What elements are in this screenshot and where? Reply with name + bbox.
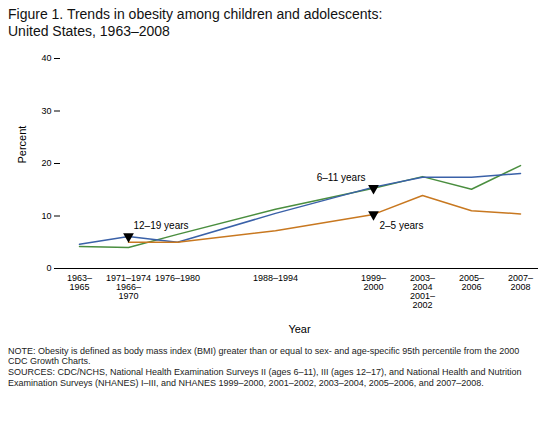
- svg-text:10: 10: [41, 210, 51, 220]
- svg-text:Percent: Percent: [16, 125, 28, 163]
- svg-text:6–11 years: 6–11 years: [317, 172, 366, 183]
- svg-text:1988–1994: 1988–1994: [253, 272, 298, 282]
- svg-text:2003–20042001–2002: 2003–20042001–2002: [410, 272, 435, 309]
- svg-text:40: 40: [41, 53, 51, 63]
- svg-text:2–5 years: 2–5 years: [380, 219, 424, 230]
- svg-text:2007–2008: 2007–2008: [508, 272, 533, 291]
- svg-text:1976–1980: 1976–1980: [155, 272, 200, 282]
- svg-text:1999–2000: 1999–2000: [361, 272, 386, 291]
- svg-text:1971–19741966–1970: 1971–19741966–1970: [106, 272, 151, 300]
- svg-text:20: 20: [41, 158, 51, 168]
- html-text:NOTE: Obesity is defined as bo: NOTE: Obesity is defined as body mass in…: [8, 345, 522, 388]
- html-text:Figure 1. Trends in obesity am: Figure 1. Trends in obesity among childr…: [8, 6, 383, 39]
- svg-text:Year: Year: [288, 322, 311, 334]
- svg-text:30: 30: [41, 105, 51, 115]
- svg-text:2005–2006: 2005–2006: [459, 272, 484, 291]
- svg-text:0: 0: [46, 263, 51, 273]
- svg-text:12–19 years: 12–19 years: [134, 219, 189, 230]
- svg-text:1963–1965: 1963–1965: [67, 272, 92, 291]
